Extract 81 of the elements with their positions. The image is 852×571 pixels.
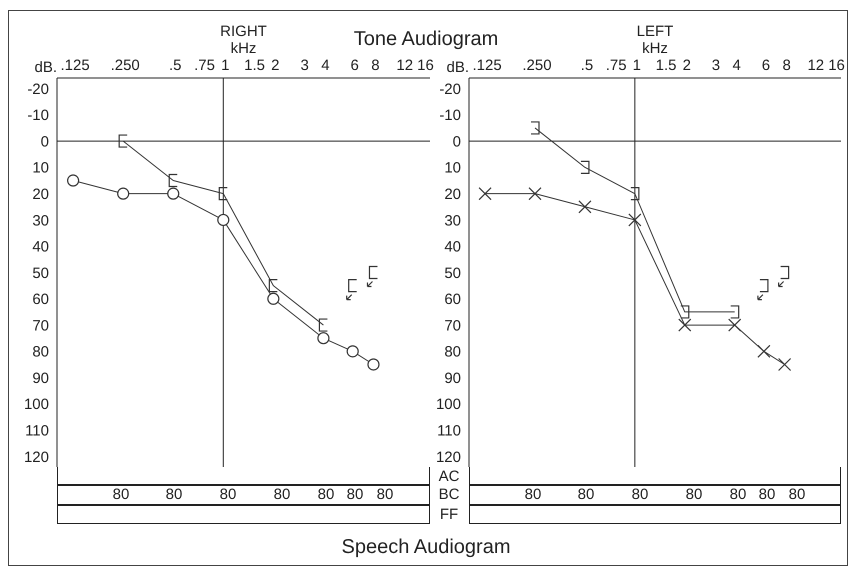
y-tick-label: -20	[27, 80, 49, 98]
y-tick-label: 40	[444, 238, 461, 256]
x-tick-label: 1	[632, 57, 642, 74]
x-tick-label: .5	[580, 57, 594, 74]
y-tick-label: -10	[27, 107, 49, 124]
x-tick-label: 2	[682, 57, 691, 74]
y-tick-label: 70	[444, 317, 461, 334]
y-tick-label: 70	[32, 317, 49, 334]
text: 80	[630, 486, 650, 504]
text: 80	[112, 486, 130, 504]
text: 80	[788, 486, 806, 504]
x-tick-label: 12	[807, 57, 824, 74]
y-tick-label: 60	[444, 291, 461, 308]
y-tick-label: -10	[439, 107, 461, 124]
x-tick-label: 6	[350, 57, 359, 74]
x-tick-label: .75	[194, 57, 215, 74]
chart-title: Tone Audiogram	[352, 28, 500, 51]
x-tick-label: 16	[828, 57, 845, 74]
x-tick-label: 6	[762, 57, 770, 74]
y-tick-label: 10	[444, 160, 461, 177]
x-tick-label: 12	[396, 57, 414, 74]
y-tick-label: 100	[436, 396, 461, 414]
y-tick-label: 0	[452, 133, 461, 150]
x-tick-label: 8	[371, 57, 380, 74]
text: 80	[164, 486, 184, 504]
y-tick-label: 20	[444, 186, 461, 203]
x-tick-label: .250	[522, 57, 552, 74]
y-tick-label: 30	[32, 212, 49, 230]
y-axis-title: dB.	[33, 59, 57, 76]
text: FF	[438, 506, 460, 524]
y-tick-label: 0	[40, 133, 49, 150]
x-tick-label: 1.5	[244, 57, 266, 74]
text: 80	[218, 486, 238, 504]
x-tick-label: 16	[417, 57, 434, 74]
x-tick-label: 3	[712, 57, 720, 74]
x-tick-label: .75	[606, 57, 627, 74]
text: 80	[758, 486, 776, 504]
y-tick-label: 120	[24, 448, 49, 466]
y-tick-label: 10	[32, 160, 49, 177]
y-tick-label: 30	[444, 212, 461, 230]
text: 80	[576, 486, 596, 504]
x-tick-label: 3	[300, 57, 309, 74]
x-tick-label: .125	[472, 57, 502, 74]
text: 80	[376, 486, 394, 504]
text: Speech Audiogram	[340, 536, 512, 559]
text: 80	[728, 486, 748, 504]
y-tick-label: 80	[444, 344, 461, 361]
text: BC	[438, 486, 460, 504]
y-axis-title: dB.	[446, 59, 469, 76]
y-tick-label: 90	[32, 370, 49, 387]
y-tick-label: 110	[437, 422, 461, 440]
text: 80	[316, 486, 336, 504]
x-tick-label: 1.5	[656, 57, 676, 74]
y-tick-label: 50	[444, 264, 461, 282]
chart-subtitle: LEFT	[636, 23, 674, 40]
x-tick-label: .5	[168, 57, 182, 74]
x-tick-label: .125	[60, 57, 90, 74]
text: 80	[272, 486, 292, 504]
x-axis-title: kHz	[230, 40, 258, 57]
x-tick-label: 1	[221, 57, 230, 74]
y-tick-label: -20	[439, 80, 461, 98]
x-tick-label: 8	[782, 57, 791, 74]
y-tick-label: 50	[32, 264, 49, 282]
y-tick-label: 40	[32, 238, 49, 256]
chart-subtitle: RIGHT	[219, 23, 268, 40]
x-tick-label: 4	[732, 57, 741, 74]
text: AC	[438, 468, 460, 486]
text: 80	[524, 486, 542, 504]
text: 80	[684, 486, 704, 504]
y-tick-label: 110	[25, 422, 49, 440]
y-tick-label: 100	[24, 396, 49, 414]
y-tick-label: 90	[444, 370, 461, 387]
x-tick-label: 4	[321, 57, 330, 74]
x-tick-label: .250	[110, 57, 140, 74]
y-tick-label: 60	[32, 291, 49, 308]
y-tick-label: 20	[32, 186, 49, 203]
text: 80	[346, 486, 364, 504]
x-tick-label: 2	[271, 57, 280, 74]
x-axis-title: kHz	[641, 40, 669, 57]
y-tick-label: 80	[32, 344, 49, 361]
y-tick-label: 120	[436, 448, 461, 466]
